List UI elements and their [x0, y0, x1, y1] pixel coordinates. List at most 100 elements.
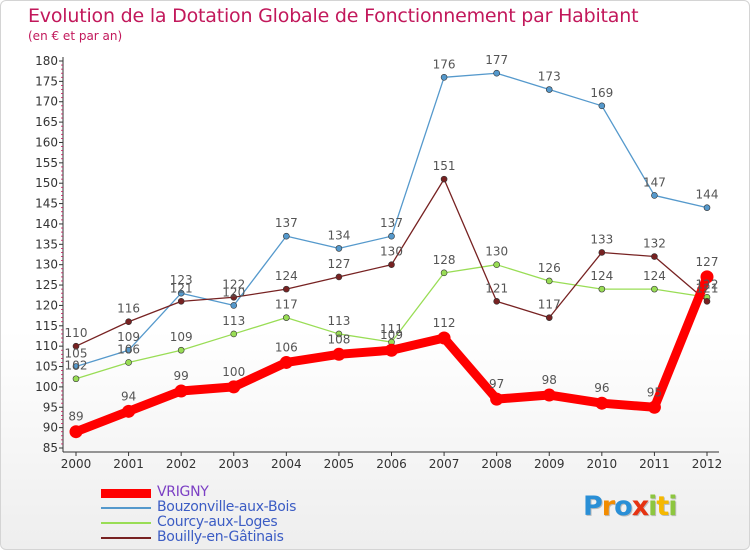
data-label: 130: [485, 245, 508, 259]
data-label: 177: [485, 53, 508, 67]
data-label: 130: [380, 245, 403, 259]
data-point: [125, 359, 132, 366]
logo-letter: P: [583, 491, 603, 522]
data-point: [177, 346, 185, 354]
y-tick-label: 125: [35, 278, 58, 292]
data-point: [598, 102, 606, 110]
logo-letter: o: [614, 491, 633, 522]
data-label: 89: [68, 410, 83, 424]
data-point: [335, 330, 343, 338]
legend-swatch: [101, 489, 151, 498]
x-tick-label: 2008: [481, 457, 512, 471]
data-label: 121: [696, 281, 719, 295]
logo-letter: i: [648, 491, 657, 522]
data-label: 147: [643, 175, 666, 189]
data-point: [651, 285, 658, 293]
data-label: 124: [643, 269, 666, 283]
data-label: 112: [433, 316, 456, 330]
logo-letter: t: [656, 491, 669, 522]
y-tick-label: 160: [35, 135, 58, 149]
data-label: 116: [117, 302, 140, 316]
x-tick-label: 2011: [639, 457, 670, 471]
data-point: [440, 73, 448, 81]
y-tick-label: 135: [35, 237, 58, 251]
data-point: [385, 343, 398, 357]
data-point: [440, 269, 448, 277]
logo-letter: x: [631, 491, 649, 522]
data-label: 106: [117, 342, 140, 356]
data-label: 94: [121, 389, 136, 403]
y-tick-label: 90: [43, 421, 58, 435]
data-label: 122: [696, 277, 719, 291]
data-point: [493, 69, 500, 77]
proxiti-logo: Proxiti: [583, 491, 678, 522]
data-point: [335, 245, 343, 252]
data-point: [230, 293, 238, 301]
data-label: 121: [485, 281, 508, 295]
data-point: [72, 342, 80, 350]
data-label: 96: [594, 381, 609, 395]
data-point: [388, 261, 395, 268]
data-label: 151: [433, 159, 456, 173]
data-label: 124: [275, 269, 298, 283]
logo-letter: i: [668, 491, 677, 522]
data-point: [440, 175, 448, 183]
data-point: [283, 232, 290, 240]
data-label: 120: [222, 285, 245, 299]
data-point: [122, 404, 136, 418]
y-tick-label: 95: [43, 400, 58, 414]
y-tick-label: 100: [35, 380, 58, 394]
data-label: 128: [433, 253, 456, 267]
legend-label: VRIGNY: [157, 484, 209, 500]
legend-swatch: [101, 537, 151, 539]
x-tick-label: 2009: [534, 457, 565, 471]
data-label: 121: [170, 281, 193, 295]
legend-label: Bouilly-en-Gâtinais: [157, 529, 284, 545]
y-tick-label: 180: [35, 54, 58, 68]
data-point: [493, 298, 500, 305]
data-label: 124: [590, 269, 613, 283]
data-point: [177, 298, 185, 305]
data-point: [227, 380, 241, 394]
data-label: 106: [275, 340, 298, 354]
data-point: [335, 273, 343, 281]
y-tick-label: 165: [35, 115, 58, 129]
data-point: [283, 285, 290, 293]
data-label: 113: [222, 314, 245, 328]
y-tick-label: 120: [35, 298, 58, 312]
data-label: 111: [380, 322, 403, 336]
data-label: 109: [380, 328, 403, 342]
data-label: 99: [174, 369, 189, 383]
y-tick-label: 85: [43, 441, 58, 455]
data-point: [545, 277, 553, 285]
data-point: [279, 355, 293, 369]
data-label: 95: [647, 385, 662, 399]
data-point: [700, 270, 714, 284]
data-point: [598, 285, 606, 293]
data-point: [703, 298, 711, 305]
x-tick-label: 2003: [218, 457, 249, 471]
data-point: [388, 232, 395, 240]
data-label: 117: [275, 298, 298, 312]
data-label: 137: [380, 216, 403, 230]
y-tick-label: 140: [35, 217, 58, 231]
data-point: [125, 346, 132, 354]
data-point: [598, 249, 606, 256]
y-tick-label: 170: [35, 95, 58, 109]
x-tick-label: 2002: [166, 457, 197, 471]
data-point: [437, 331, 451, 345]
chart-subtitle: (en € et par an): [28, 29, 123, 43]
data-point: [595, 396, 609, 410]
data-point: [72, 363, 80, 370]
legend-label: Bouzonville-aux-Bois: [157, 499, 297, 515]
data-point: [72, 375, 80, 383]
line-chart: 85 90 95 100 105 110 115 120 125 130 135 140 145 150 1…: [35, 53, 722, 471]
data-label: 132: [643, 237, 666, 251]
x-tick-label: 2001: [113, 457, 144, 471]
x-tick-label: 2007: [429, 457, 460, 471]
legend-swatch: [101, 522, 151, 524]
data-point: [125, 318, 132, 326]
x-tick-label: 2006: [376, 457, 407, 471]
data-point: [230, 302, 238, 309]
data-point: [545, 314, 553, 321]
